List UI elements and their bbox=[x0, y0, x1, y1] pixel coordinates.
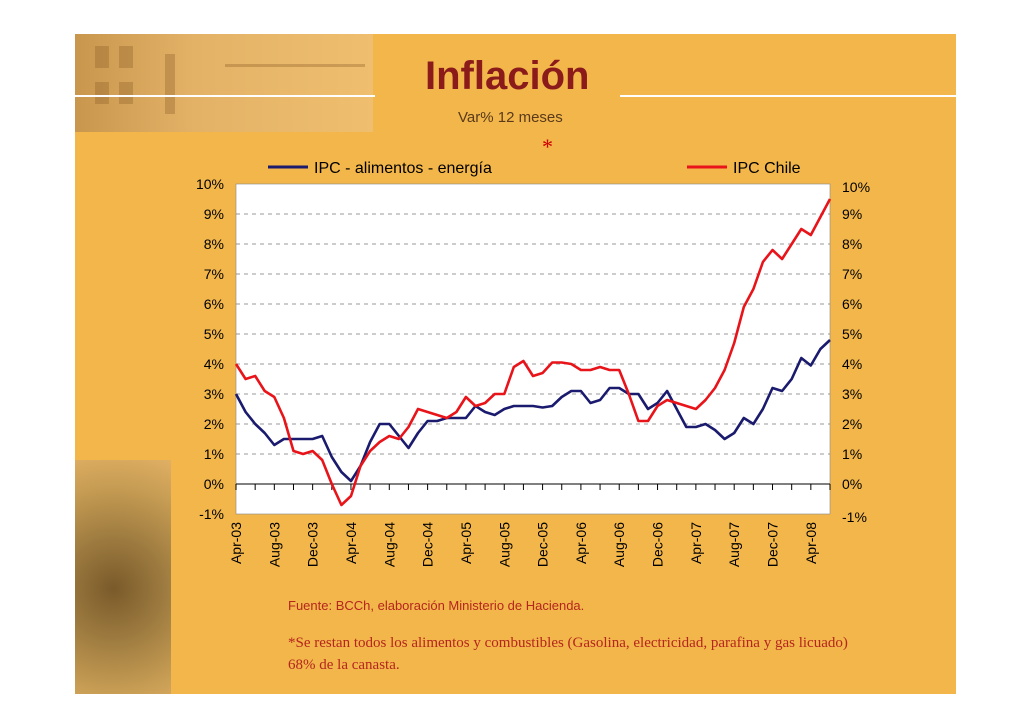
source-note: Fuente: BCCh, elaboración Ministerio de … bbox=[288, 598, 585, 613]
footnote-asterisk: * bbox=[542, 134, 553, 159]
x-tick-label: Aug-03 bbox=[266, 522, 282, 567]
y-tick-label-right: 7% bbox=[842, 266, 862, 282]
y-tick-label-right: 0% bbox=[842, 476, 862, 492]
slide: 10% 10% 9% 9% 8% 8% 7% 7% 6% 6% 5% 5% 4% 4% 3% 3% 2% 2% 1%… bbox=[75, 34, 956, 694]
x-tick-label: Dec-04 bbox=[420, 522, 436, 567]
x-tick-label: Aug-07 bbox=[726, 522, 742, 567]
y-tick-label-left: 6% bbox=[204, 296, 224, 312]
y-tick-label-left: 3% bbox=[204, 386, 224, 402]
page-subtitle: Var% 12 meses bbox=[458, 109, 563, 126]
y-tick-label-left: 1% bbox=[204, 446, 224, 462]
x-tick-label: Apr-03 bbox=[228, 522, 244, 564]
inflation-line-chart: 10% 10% 9% 9% 8% 8% 7% 7% 6% 6% 5% 5% 4% 4% 3% 3% 2% 2% 1%… bbox=[196, 160, 870, 567]
y-tick-label-left: 9% bbox=[204, 206, 224, 222]
x-tick-label: Dec-05 bbox=[535, 522, 551, 567]
x-tick-label: Apr-08 bbox=[803, 522, 819, 564]
gears-photo-decoration bbox=[75, 460, 171, 694]
y-tick-label-left: 8% bbox=[204, 236, 224, 252]
y-tick-label-right: 2% bbox=[842, 416, 862, 432]
y-tick-label-right: 8% bbox=[842, 236, 862, 252]
x-tick-label: Apr-07 bbox=[688, 522, 704, 564]
y-tick-label-left: 7% bbox=[204, 266, 224, 282]
x-tick-label: Apr-04 bbox=[343, 522, 359, 564]
x-tick-label: Apr-06 bbox=[573, 522, 589, 564]
x-tick-label: Aug-04 bbox=[381, 522, 397, 567]
y-tick-label-left: 0% bbox=[204, 476, 224, 492]
x-tick-label: Aug-05 bbox=[496, 522, 512, 567]
y-tick-label-right: -1% bbox=[842, 509, 867, 525]
building-photo-decoration bbox=[75, 34, 373, 132]
y-tick-label-right: 6% bbox=[842, 296, 862, 312]
page-title: Inflación bbox=[425, 54, 590, 98]
y-tick-label-right: 4% bbox=[842, 356, 862, 372]
x-tick-label: Dec-03 bbox=[305, 522, 321, 567]
y-tick-label-left: 5% bbox=[204, 326, 224, 342]
y-tick-label-left: 4% bbox=[204, 356, 224, 372]
y-tick-label-left: -1% bbox=[199, 506, 224, 522]
footnote-text: *Se restan todos los alimentos y combust… bbox=[288, 635, 848, 673]
title-rule-left bbox=[75, 95, 375, 97]
y-tick-label-left: 2% bbox=[204, 416, 224, 432]
y-tick-label-right: 3% bbox=[842, 386, 862, 402]
x-tick-label: Apr-05 bbox=[458, 522, 474, 564]
x-tick-label: Aug-06 bbox=[611, 522, 627, 567]
legend-label: IPC - alimentos - energía bbox=[314, 160, 492, 177]
series-line-ipc-chile bbox=[234, 198, 832, 507]
y-tick-label-right: 10% bbox=[842, 179, 870, 195]
y-tick-label-right: 9% bbox=[842, 206, 862, 222]
x-tick-label: Dec-06 bbox=[650, 522, 666, 567]
y-tick-label-left: 10% bbox=[196, 176, 224, 192]
series-line-ipc-sin-alimentos-energia bbox=[234, 339, 831, 483]
title-rule-right bbox=[620, 95, 956, 97]
y-tick-label-right: 1% bbox=[842, 446, 862, 462]
x-tick-label: Dec-07 bbox=[765, 522, 781, 567]
legend-label: IPC Chile bbox=[733, 160, 801, 177]
y-tick-label-right: 5% bbox=[842, 326, 862, 342]
